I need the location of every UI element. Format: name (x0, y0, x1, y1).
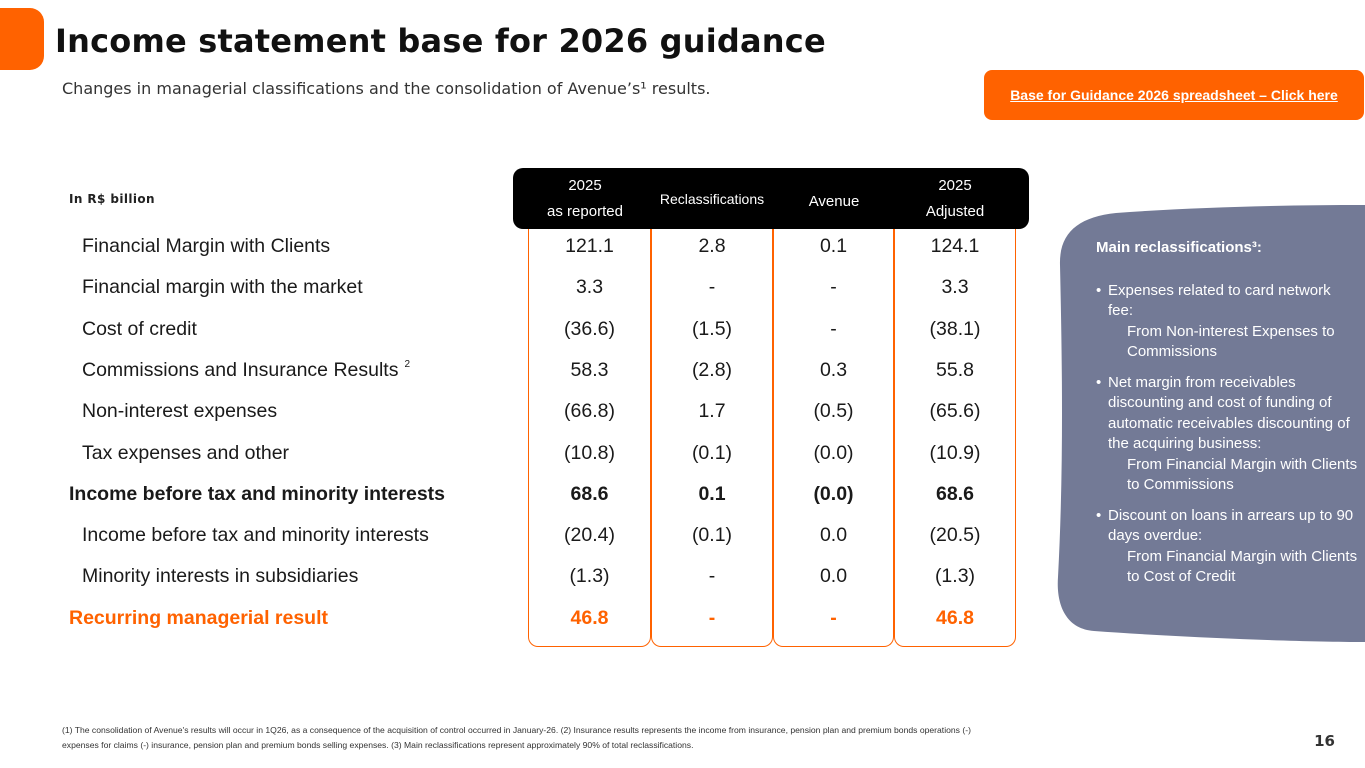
row-label-text: Non-interest expenses (82, 400, 278, 422)
table-column-header: 2025 as reported Reclassifications Avenu… (513, 168, 1029, 229)
table-row-label: Financial margin with the market (82, 267, 363, 308)
table-cell: - (830, 607, 837, 629)
table-row-label: Financial Margin with Clients (82, 226, 330, 267)
table-cell: 46.8 (570, 607, 609, 629)
footnote-marker: 2 (404, 359, 411, 370)
table-cell: (1.3) (569, 565, 610, 587)
table-cell: 0.3 (819, 359, 848, 381)
accent-tab (0, 8, 44, 70)
table-cell: (20.4) (564, 524, 615, 546)
panel-item-text: Discount on loans in arrears up to 90 da… (1108, 506, 1354, 545)
table-row-label: Minority interests in subsidiaries (82, 556, 358, 597)
unit-label: In R$ billion (69, 192, 155, 206)
table-cell: 0.0 (819, 524, 848, 546)
table-row-label: Commissions and Insurance Results 2 (82, 350, 410, 391)
footnote: (1) The consolidation of Avenue's result… (62, 725, 971, 750)
column-header-reclassifications: Reclassifications (651, 168, 773, 229)
panel-item-detail: From Non-interest Expenses to Commission… (1127, 322, 1335, 361)
table-row-label: Income before tax and minority interests (69, 474, 445, 515)
row-label-text: Income before tax and minority interests (69, 483, 446, 505)
column-header-2025-reported: 2025 as reported (513, 168, 657, 229)
table-cell: 3.3 (941, 276, 969, 298)
table-cell: 121.1 (565, 235, 614, 257)
table-cell: 46.8 (936, 607, 974, 629)
row-label-text: Commissions and Insurance Results (82, 359, 399, 381)
column-header-line: Adjusted (925, 202, 985, 220)
table-cell: (1.5) (691, 318, 733, 340)
table-cell: 2.8 (698, 235, 726, 257)
table-cell: (0.0) (813, 442, 854, 464)
page-subtitle: Changes in managerial classifications an… (62, 79, 711, 98)
row-label-text: Minority interests in subsidiaries (82, 565, 359, 587)
column-box-2025-reported (528, 229, 651, 647)
page-title: Income statement base for 2026 guidance (55, 22, 826, 60)
table-cell: (0.1) (691, 524, 733, 546)
row-label-text: Financial Margin with Clients (82, 235, 331, 257)
table-cell: (36.6) (564, 318, 615, 340)
column-header-avenue: Avenue (773, 171, 895, 232)
table-cell: - (830, 276, 837, 298)
panel-item-detail: From Financial Margin with Clients to Co… (1127, 455, 1358, 494)
bullet-icon: • (1096, 373, 1102, 391)
table-cell: 55.8 (936, 359, 974, 381)
bullet-icon: • (1096, 506, 1102, 524)
table-cell: (0.1) (691, 442, 733, 464)
column-header-2025-adjusted: 2025 Adjusted (894, 168, 1016, 229)
table-cell: - (708, 565, 716, 587)
column-header-line: 2025 (938, 176, 972, 194)
column-header-line: 2025 (568, 176, 602, 194)
table-cell: (0.0) (813, 483, 854, 505)
table-row-label: Non-interest expenses (82, 391, 277, 432)
table-cell: (10.9) (929, 442, 981, 464)
panel-item: • Net margin from receivables discounting… (1096, 373, 1358, 496)
reclassifications-panel (1057, 205, 1365, 642)
row-label-text: Recurring managerial result (69, 607, 329, 629)
table-cell: (65.6) (929, 400, 981, 422)
column-header-line: Avenue (808, 192, 860, 210)
row-label-text: Income before tax and minority interests (82, 524, 429, 546)
table-cell: (2.8) (691, 359, 733, 381)
reclassifications-panel-text: Main reclassifications³: • Expenses relat… (1096, 238, 1358, 598)
table-cell: 1.7 (698, 400, 726, 422)
table-cell: - (708, 276, 716, 298)
table-cell: 3.3 (575, 276, 604, 298)
table-cell: 0.0 (819, 565, 848, 587)
table-cell: (0.5) (813, 400, 854, 422)
table-cell: 0.1 (819, 235, 848, 257)
row-label-text: Financial margin with the market (82, 276, 363, 298)
row-label-text: Tax expenses and other (82, 442, 290, 464)
table-cell: (10.8) (564, 442, 615, 464)
table-cell: (38.1) (929, 318, 981, 340)
table-cell: (20.5) (929, 524, 981, 546)
panel-item-detail: From Financial Margin with Clients to Co… (1127, 547, 1358, 586)
panel-item-text: Net margin from receivables discounting … (1108, 373, 1350, 453)
panel-item: • Expenses related to card network fee: F… (1096, 281, 1358, 363)
table-cell: 0.1 (698, 483, 726, 505)
column-header-line: as reported (547, 202, 623, 220)
column-box-reclassifications (651, 229, 773, 647)
bullet-icon: • (1096, 281, 1102, 299)
table-cell: (66.8) (564, 400, 615, 422)
column-header-line: Reclassifications (659, 190, 765, 207)
table-cell: 124.1 (930, 235, 980, 257)
table-row-label: Cost of credit (82, 309, 197, 350)
table-cell: 58.3 (570, 359, 609, 381)
table-cell: (1.3) (934, 565, 976, 587)
table-cell: - (830, 318, 837, 340)
table-row-label: Recurring managerial result (69, 598, 328, 639)
column-box-2025-adjusted (894, 229, 1016, 647)
panel-title: Main reclassifications³: (1096, 239, 1262, 256)
column-box-avenue (773, 229, 894, 647)
table-row-label: Income before tax and minority interests (82, 515, 429, 556)
page-number: 16 (1314, 732, 1335, 750)
panel-item: • Discount on loans in arrears up to 90 d… (1096, 506, 1358, 588)
panel-item-text: Expenses related to card network fee: (1108, 281, 1331, 320)
guidance-spreadsheet-link-button[interactable]: Base for Guidance 2026 spreadsheet – Cli… (984, 70, 1364, 120)
table-row-label: Tax expenses and other (82, 433, 289, 474)
table-cell: - (708, 607, 716, 629)
table-cell: 68.6 (936, 483, 974, 505)
row-label-text: Cost of credit (82, 318, 197, 340)
table-cell: 68.6 (570, 483, 609, 505)
